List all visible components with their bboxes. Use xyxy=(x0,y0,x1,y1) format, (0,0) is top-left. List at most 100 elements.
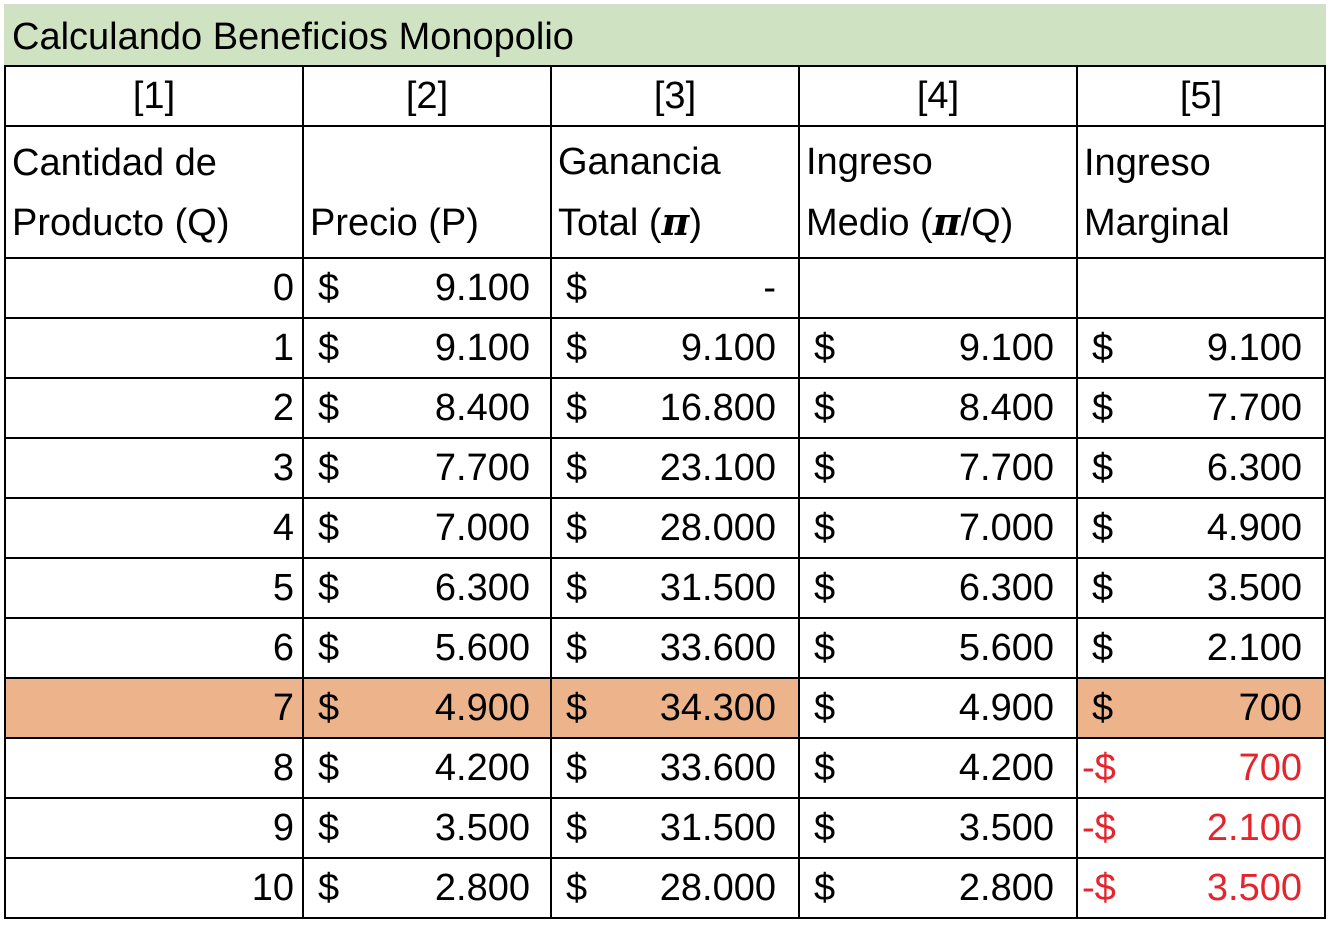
marginal-revenue-cell[interactable]: $6.300 xyxy=(1076,437,1326,499)
column-number-4[interactable]: [4] xyxy=(798,65,1078,127)
currency-symbol: $ xyxy=(1092,327,1114,369)
cell-value: 7.700 xyxy=(434,447,530,489)
data-rows: 0 $9.100 $ -1 $9.100 $9.100 $9.100 $9.100 2 $8.40… xyxy=(4,257,1326,919)
total-profit-cell[interactable]: $23.100 xyxy=(550,437,800,499)
cell-value: 6.300 xyxy=(958,567,1054,609)
price-cell[interactable]: $8.400 xyxy=(302,377,552,439)
header-average-revenue[interactable]: Ingreso Medio (π/Q) xyxy=(798,125,1078,259)
column-number-1[interactable]: [1] xyxy=(4,65,304,127)
cell-value: 16.800 xyxy=(659,387,776,429)
quantity-cell[interactable]: 4 xyxy=(4,497,304,559)
average-revenue-cell[interactable]: $8.400 xyxy=(798,377,1078,439)
cell-value: 7.700 xyxy=(958,447,1054,489)
total-profit-cell[interactable]: $31.500 xyxy=(550,797,800,859)
header-price[interactable]: Precio (P) xyxy=(302,125,552,259)
total-profit-cell[interactable]: $33.600 xyxy=(550,617,800,679)
average-revenue-cell[interactable] xyxy=(798,257,1078,319)
average-revenue-cell[interactable]: $3.500 xyxy=(798,797,1078,859)
header-quantity[interactable]: Cantidad de Producto (Q) xyxy=(4,125,304,259)
quantity-cell[interactable]: 1 xyxy=(4,317,304,379)
quantity-cell[interactable]: 2 xyxy=(4,377,304,439)
total-profit-cell[interactable]: $31.500 xyxy=(550,557,800,619)
total-profit-cell[interactable]: $28.000 xyxy=(550,857,800,919)
average-revenue-cell[interactable]: $2.800 xyxy=(798,857,1078,919)
quantity-cell[interactable]: 7 xyxy=(4,677,304,739)
price-cell[interactable]: $3.500 xyxy=(302,797,552,859)
cell-value: 28.000 xyxy=(659,507,776,549)
currency-symbol: -$ xyxy=(1082,747,1116,789)
currency-symbol: $ xyxy=(1092,447,1114,489)
total-profit-cell[interactable]: $28.000 xyxy=(550,497,800,559)
price-cell[interactable]: $4.200 xyxy=(302,737,552,799)
marginal-revenue-cell[interactable]: $7.700 xyxy=(1076,377,1326,439)
marginal-revenue-cell[interactable]: $3.500 xyxy=(1076,557,1326,619)
header-average-revenue-b: /Q) xyxy=(960,202,1014,244)
currency-symbol: $ xyxy=(318,747,340,789)
price-cell[interactable]: $4.900 xyxy=(302,677,552,739)
monopoly-table: [1] [2] [3] [4] [5] Cantidad de Producto… xyxy=(4,65,1326,919)
marginal-revenue-cell[interactable]: -$ 3.500 xyxy=(1076,857,1326,919)
price-cell[interactable]: $9.100 xyxy=(302,257,552,319)
currency-symbol: $ xyxy=(566,387,588,429)
quantity-cell[interactable]: 5 xyxy=(4,557,304,619)
price-cell[interactable]: $7.000 xyxy=(302,497,552,559)
average-revenue-cell[interactable]: $7.000 xyxy=(798,497,1078,559)
average-revenue-cell[interactable]: $7.700 xyxy=(798,437,1078,499)
cell-value: 4.200 xyxy=(958,747,1054,789)
header-row: Cantidad de Producto (Q) Precio (P) Gana… xyxy=(4,125,1326,259)
average-revenue-cell[interactable]: $4.200 xyxy=(798,737,1078,799)
average-revenue-cell[interactable]: $4.900 xyxy=(798,677,1078,739)
header-marginal-revenue[interactable]: Ingreso Marginal xyxy=(1076,125,1326,259)
header-marginal-revenue-line2: Marginal xyxy=(1084,202,1230,244)
quantity-cell[interactable]: 10 xyxy=(4,857,304,919)
currency-symbol: $ xyxy=(318,327,340,369)
currency-symbol: $ xyxy=(318,807,340,849)
marginal-revenue-cell[interactable] xyxy=(1076,257,1326,319)
cell-value: 6.300 xyxy=(1206,447,1302,489)
header-total-profit[interactable]: Ganancia Total (π) xyxy=(550,125,800,259)
marginal-revenue-cell[interactable]: $2.100 xyxy=(1076,617,1326,679)
total-profit-cell[interactable]: $ - xyxy=(550,257,800,319)
quantity-cell[interactable]: 8 xyxy=(4,737,304,799)
cell-value: 4.900 xyxy=(1206,507,1302,549)
average-revenue-cell[interactable]: $9.100 xyxy=(798,317,1078,379)
cell-value: 2.100 xyxy=(1206,807,1302,849)
price-cell[interactable]: $7.700 xyxy=(302,437,552,499)
total-profit-cell[interactable]: $33.600 xyxy=(550,737,800,799)
pi-symbol: π xyxy=(932,199,961,244)
cell-value: 28.000 xyxy=(659,867,776,909)
cell-value: 4.900 xyxy=(434,687,530,729)
column-number-3[interactable]: [3] xyxy=(550,65,800,127)
average-revenue-cell[interactable]: $6.300 xyxy=(798,557,1078,619)
quantity-cell[interactable]: 9 xyxy=(4,797,304,859)
currency-symbol: -$ xyxy=(1082,807,1116,849)
currency-symbol: $ xyxy=(318,567,340,609)
currency-symbol: $ xyxy=(814,807,836,849)
quantity-cell[interactable]: 6 xyxy=(4,617,304,679)
quantity-cell[interactable]: 3 xyxy=(4,437,304,499)
marginal-revenue-cell[interactable]: $4.900 xyxy=(1076,497,1326,559)
column-number-5[interactable]: [5] xyxy=(1076,65,1326,127)
marginal-revenue-cell[interactable]: -$ 700 xyxy=(1076,737,1326,799)
price-cell[interactable]: $9.100 xyxy=(302,317,552,379)
marginal-revenue-cell[interactable]: $9.100 xyxy=(1076,317,1326,379)
marginal-revenue-cell[interactable]: $700 xyxy=(1076,677,1326,739)
average-revenue-cell[interactable]: $5.600 xyxy=(798,617,1078,679)
column-number-2[interactable]: [2] xyxy=(302,65,552,127)
currency-symbol: $ xyxy=(814,507,836,549)
total-profit-cell[interactable]: $9.100 xyxy=(550,317,800,379)
currency-symbol: $ xyxy=(566,507,588,549)
price-cell[interactable]: $6.300 xyxy=(302,557,552,619)
title-cell[interactable]: Calculando Beneficios Monopolio xyxy=(4,4,1326,66)
total-profit-cell[interactable]: $34.300 xyxy=(550,677,800,739)
header-total-profit-b: ) xyxy=(689,202,702,244)
header-quantity-line2: Producto (Q) xyxy=(12,202,230,244)
cell-value: 7.000 xyxy=(958,507,1054,549)
price-cell[interactable]: $2.800 xyxy=(302,857,552,919)
table-row: 5 $6.300 $31.500 $6.300 $3.500 xyxy=(4,557,1326,619)
price-cell[interactable]: $5.600 xyxy=(302,617,552,679)
total-profit-cell[interactable]: $16.800 xyxy=(550,377,800,439)
marginal-revenue-cell[interactable]: -$ 2.100 xyxy=(1076,797,1326,859)
quantity-cell[interactable]: 0 xyxy=(4,257,304,319)
